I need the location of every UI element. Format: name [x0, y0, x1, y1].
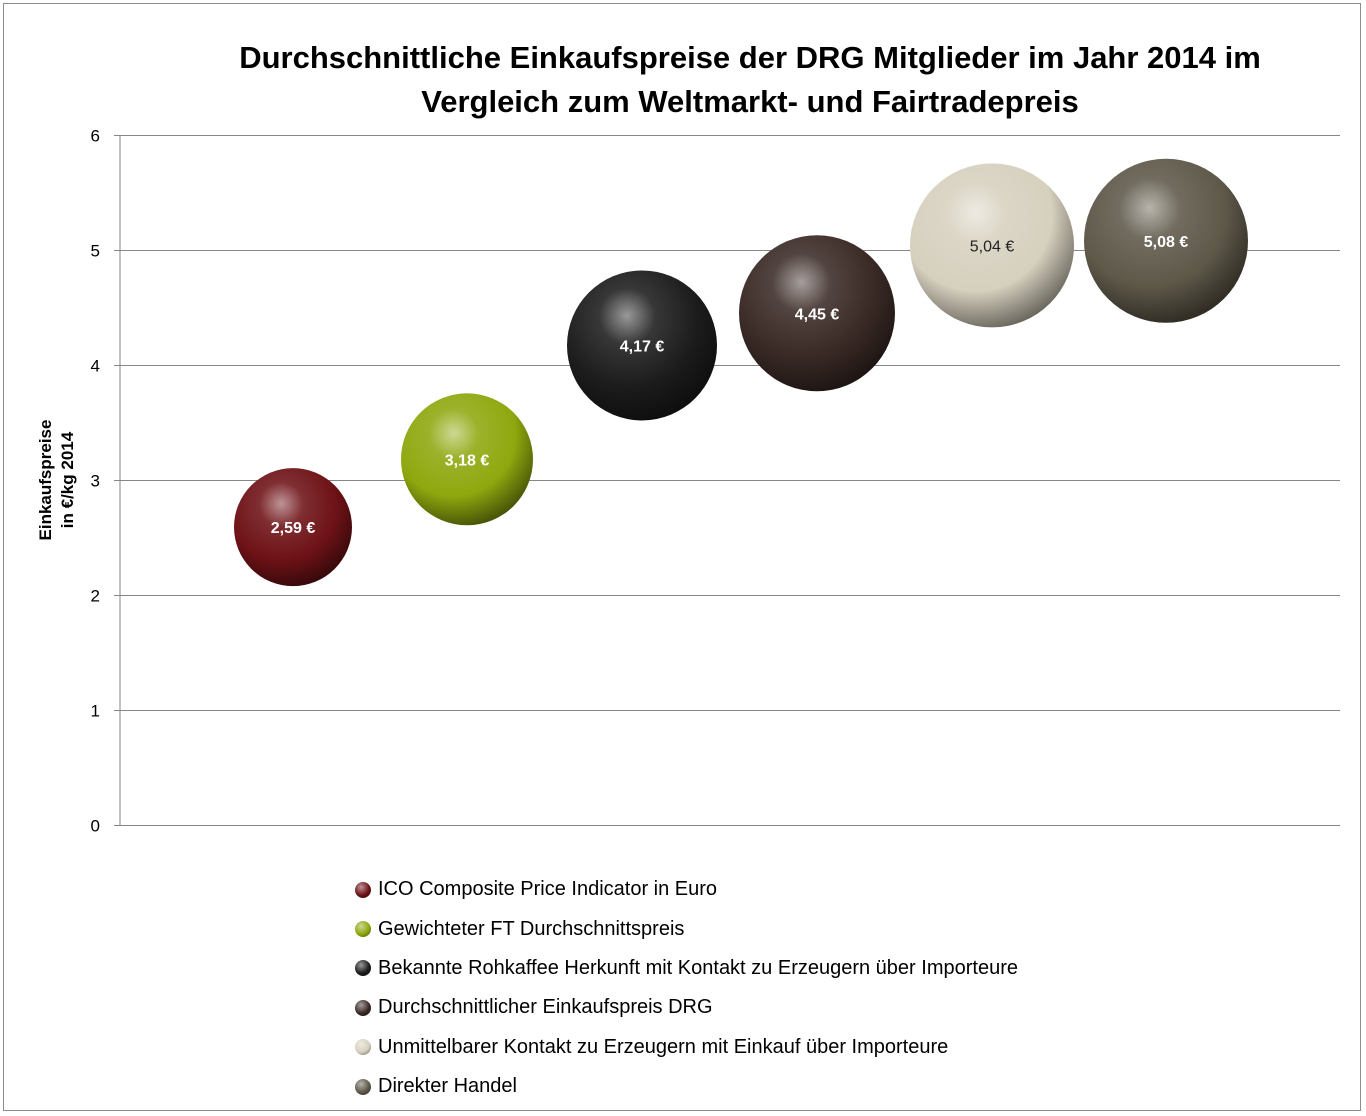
bubbles: 2,59 € 3,18 € 4,17 € 4,45 € 5,04 € 5,08 € — [234, 158, 1248, 587]
y-tick-label: 6 — [91, 127, 100, 146]
legend: ICO Composite Price Indicator in Euro Gew… — [355, 870, 1018, 1106]
bubble — [401, 393, 533, 526]
bubble-data-label: 4,45 € — [795, 306, 840, 323]
y-tick-label: 0 — [91, 817, 100, 836]
grid — [114, 135, 1340, 826]
y-tick-label: 5 — [91, 242, 100, 261]
bubble — [739, 235, 895, 392]
y-tick-label: 2 — [91, 587, 100, 606]
legend-item: Bekannte Rohkaffee Herkunft mit Kontakt … — [355, 949, 1018, 988]
bubble — [1084, 158, 1248, 323]
y-tick-label: 3 — [91, 472, 100, 491]
legend-marker-icon — [355, 921, 371, 938]
legend-label: ICO Composite Price Indicator in Euro — [378, 878, 718, 901]
bubble-data-label: 5,08 € — [1144, 234, 1189, 251]
y-tick-label: 1 — [91, 702, 100, 721]
legend-item: Unmittelbarer Kontakt zu Erzeugern mit E… — [355, 1028, 1018, 1067]
legend-label: Unmittelbarer Kontakt zu Erzeugern mit E… — [378, 1035, 949, 1058]
legend-label: Durchschnittlicher Einkaufspreis DRG — [378, 996, 713, 1019]
chart-title-line-2: Vergleich zum Weltmarkt- und Fairtradepr… — [421, 84, 1079, 119]
legend-label: Gewichteter FT Durchschnittspreis — [378, 917, 685, 940]
bubble-data-label: 5,04 € — [970, 238, 1015, 255]
chart-title-line-1: Durchschnittliche Einkaufspreise der DRG… — [239, 40, 1261, 75]
legend-marker-icon — [355, 960, 371, 977]
bubble — [567, 270, 717, 421]
legend-label: Bekannte Rohkaffee Herkunft mit Kontakt … — [378, 956, 1018, 979]
bubble — [234, 468, 352, 587]
bubble-data-label: 4,17 € — [620, 338, 665, 355]
legend-label: Direkter Handel — [378, 1075, 517, 1098]
legend-item: ICO Composite Price Indicator in Euro — [355, 870, 1018, 909]
legend-marker-icon — [355, 1078, 371, 1095]
y-tick-label: 4 — [91, 357, 100, 376]
bubble — [910, 163, 1074, 328]
chart-title: Durchschnittliche Einkaufspreise der DRG… — [150, 36, 1350, 124]
bubble-data-label: 2,59 € — [271, 520, 316, 537]
y-axis-ticks: 0 1 2 3 4 5 6 — [91, 127, 100, 836]
legend-marker-icon — [355, 881, 371, 898]
bubble-data-label: 3,18 € — [445, 452, 490, 469]
legend-item: Gewichteter FT Durchschnittspreis — [355, 909, 1018, 948]
legend-item: Direkter Handel — [355, 1067, 1018, 1106]
legend-marker-icon — [355, 999, 371, 1016]
legend-item: Durchschnittlicher Einkaufspreis DRG — [355, 988, 1018, 1027]
legend-marker-icon — [355, 1039, 371, 1056]
